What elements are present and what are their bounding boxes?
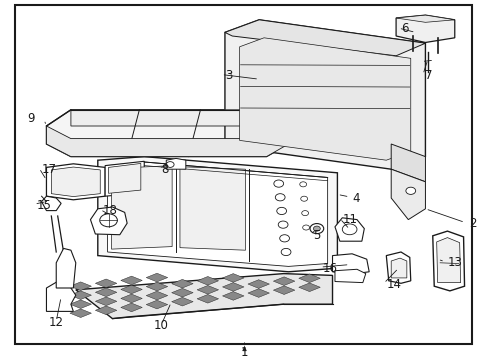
Circle shape <box>313 226 320 231</box>
Polygon shape <box>70 282 91 291</box>
Polygon shape <box>146 300 167 309</box>
Polygon shape <box>197 276 218 285</box>
Circle shape <box>166 162 174 167</box>
Polygon shape <box>46 281 76 311</box>
Polygon shape <box>390 258 406 278</box>
Circle shape <box>405 187 415 194</box>
Polygon shape <box>111 166 172 249</box>
Polygon shape <box>390 169 425 220</box>
Circle shape <box>342 224 356 235</box>
Polygon shape <box>180 167 245 250</box>
Polygon shape <box>386 252 410 283</box>
Polygon shape <box>432 231 464 291</box>
Polygon shape <box>171 297 193 306</box>
Polygon shape <box>273 277 294 285</box>
Circle shape <box>273 180 283 187</box>
Polygon shape <box>332 254 368 274</box>
Polygon shape <box>121 276 142 285</box>
Polygon shape <box>436 238 460 283</box>
Circle shape <box>309 224 323 234</box>
Polygon shape <box>395 15 454 42</box>
Polygon shape <box>247 280 269 288</box>
Text: 16: 16 <box>322 262 337 275</box>
Circle shape <box>278 221 287 228</box>
Polygon shape <box>224 20 425 169</box>
Circle shape <box>279 235 289 242</box>
Polygon shape <box>395 15 454 22</box>
Polygon shape <box>41 196 61 211</box>
Text: 18: 18 <box>102 204 117 217</box>
Text: 8: 8 <box>161 163 168 176</box>
Polygon shape <box>105 161 144 196</box>
Polygon shape <box>334 218 364 241</box>
Polygon shape <box>197 285 218 294</box>
Polygon shape <box>121 294 142 303</box>
Polygon shape <box>70 300 91 309</box>
Polygon shape <box>98 157 337 272</box>
Polygon shape <box>171 288 193 297</box>
Polygon shape <box>222 274 244 282</box>
Text: 11: 11 <box>342 213 357 226</box>
Text: 6: 6 <box>400 22 407 35</box>
Polygon shape <box>56 248 76 288</box>
Text: 4: 4 <box>351 192 359 204</box>
Polygon shape <box>247 289 269 297</box>
Polygon shape <box>95 288 117 297</box>
Polygon shape <box>107 162 327 266</box>
Circle shape <box>299 182 306 187</box>
Polygon shape <box>71 110 288 126</box>
Polygon shape <box>46 110 288 157</box>
Circle shape <box>301 211 308 216</box>
Polygon shape <box>298 283 320 292</box>
Polygon shape <box>76 274 332 319</box>
Text: 15: 15 <box>37 199 51 212</box>
Polygon shape <box>334 269 365 283</box>
Polygon shape <box>197 294 218 303</box>
Text: 5: 5 <box>312 229 320 242</box>
Polygon shape <box>46 126 288 157</box>
Text: 1: 1 <box>240 346 248 359</box>
Polygon shape <box>146 273 167 282</box>
Polygon shape <box>224 20 425 56</box>
Polygon shape <box>390 144 425 182</box>
Polygon shape <box>121 303 142 312</box>
Polygon shape <box>46 164 105 200</box>
Polygon shape <box>146 291 167 300</box>
Text: 14: 14 <box>386 278 401 291</box>
Polygon shape <box>273 286 294 294</box>
Circle shape <box>302 225 309 230</box>
Polygon shape <box>70 309 91 318</box>
Text: 17: 17 <box>41 163 57 176</box>
Text: 3: 3 <box>224 69 232 82</box>
Text: 12: 12 <box>49 316 63 329</box>
Circle shape <box>276 207 286 215</box>
Polygon shape <box>222 292 244 300</box>
Text: 10: 10 <box>154 319 168 332</box>
Circle shape <box>275 194 285 201</box>
Polygon shape <box>70 291 91 300</box>
Circle shape <box>100 214 117 227</box>
Polygon shape <box>108 163 141 193</box>
Polygon shape <box>95 306 117 315</box>
Text: 2: 2 <box>468 217 476 230</box>
Polygon shape <box>95 297 117 306</box>
Polygon shape <box>222 283 244 291</box>
Polygon shape <box>166 158 185 169</box>
Text: 7: 7 <box>425 69 432 82</box>
Polygon shape <box>51 167 100 197</box>
Polygon shape <box>146 282 167 291</box>
Text: 13: 13 <box>447 256 461 269</box>
Polygon shape <box>95 279 117 288</box>
Circle shape <box>281 248 290 256</box>
Polygon shape <box>298 274 320 283</box>
Circle shape <box>300 196 307 201</box>
Polygon shape <box>90 207 127 235</box>
Polygon shape <box>239 38 410 160</box>
Text: 9: 9 <box>27 112 34 125</box>
Polygon shape <box>121 285 142 294</box>
Polygon shape <box>171 279 193 288</box>
